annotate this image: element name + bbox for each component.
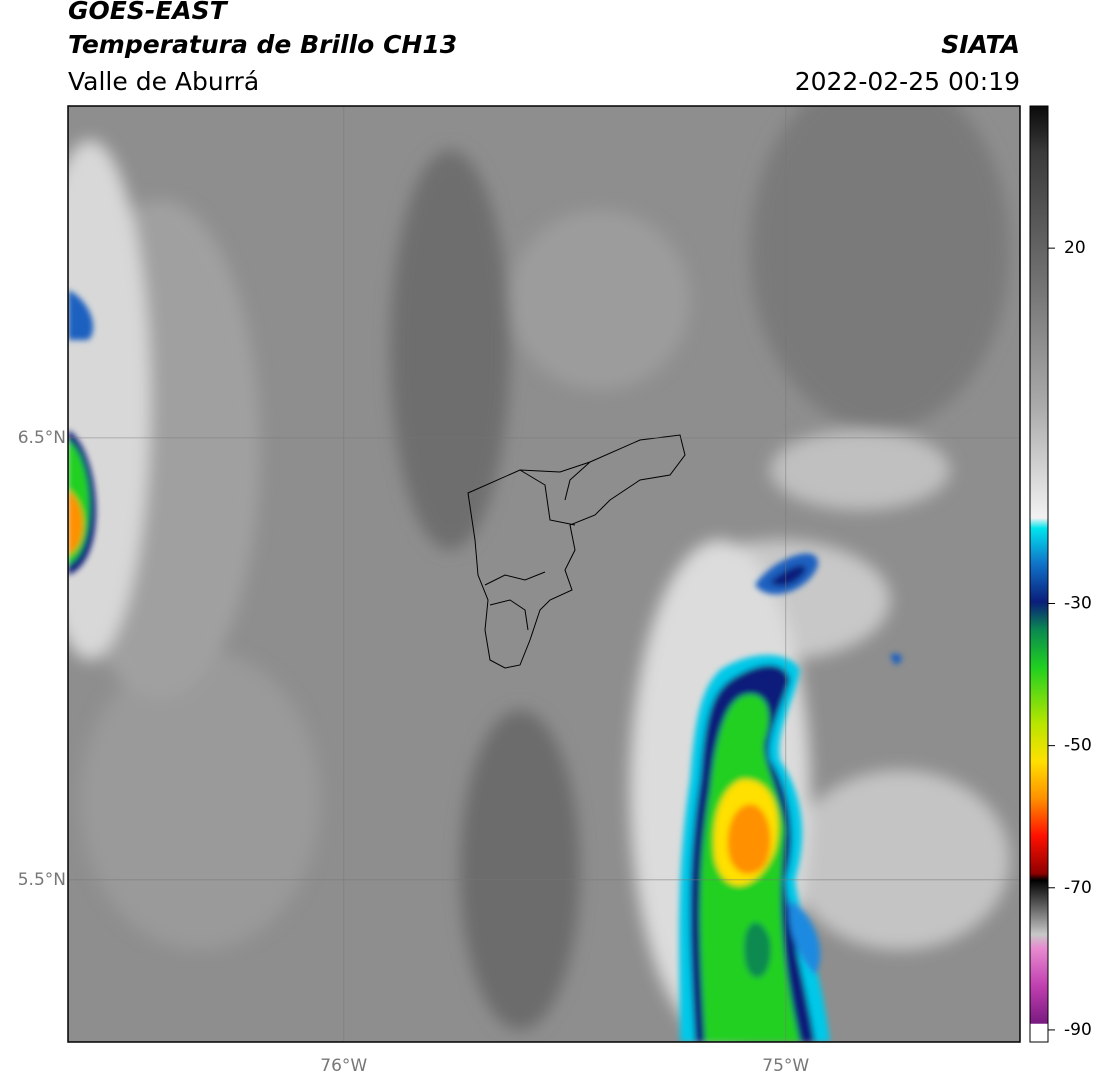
colorbar-label: 20 (1064, 238, 1086, 258)
lat-label: 5.5°N (18, 870, 66, 890)
lon-label: 76°W (320, 1056, 367, 1076)
satellite: GOES-EAST (68, 0, 229, 25)
lon-label: 75°W (762, 1056, 809, 1076)
colorbar-label: -30 (1064, 593, 1092, 613)
colorbar (1029, 105, 1049, 1043)
region: Valle de Aburrá (68, 67, 259, 96)
product: Temperatura de Brillo CH13 (68, 30, 457, 59)
datetime: 2022-02-25 00:19 (795, 67, 1020, 96)
imagery (68, 106, 1020, 1042)
colorbar-label: -90 (1064, 1020, 1092, 1040)
colorbar-label: -50 (1064, 736, 1092, 756)
map-frame (67, 105, 1021, 1043)
lat-label: 6.5°N (18, 428, 66, 448)
boundary (467, 434, 686, 669)
colorbar-label: -70 (1064, 878, 1092, 898)
source: SIATA (941, 30, 1020, 59)
